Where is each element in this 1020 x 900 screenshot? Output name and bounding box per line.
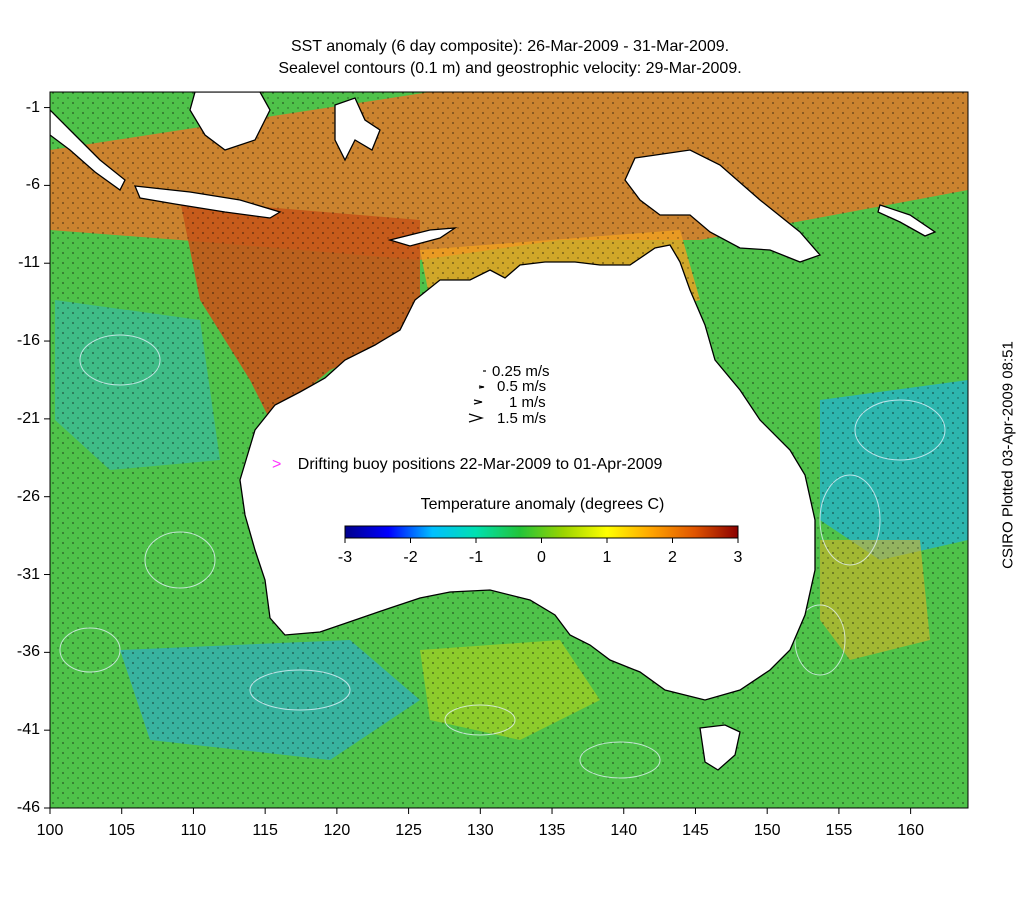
velocity-legend-arrows (468, 370, 486, 423)
buoy-marker-icon: > (272, 456, 282, 473)
x-tick-label: 130 (466, 822, 494, 839)
landmass-solomon-islands (877, 204, 937, 237)
x-tick-label: 140 (610, 822, 638, 839)
y-tick-label: -6 (25, 176, 40, 194)
x-tick-label: 160 (897, 822, 924, 839)
landmass-tasmania (699, 724, 741, 771)
plot-credit: CSIRO Plotted 03-Apr-2009 08:51 (999, 341, 1017, 569)
title-line-1: SST anomaly (6 day composite): 26-Mar-20… (290, 38, 730, 55)
colorbar-tick-label: 0 (537, 549, 546, 566)
x-tick-label: 125 (395, 822, 422, 839)
x-tick-label: 135 (538, 822, 566, 839)
plot-frame (49, 91, 969, 809)
landmass-borneo (189, 92, 271, 151)
arrow-0p5-icon (478, 385, 485, 389)
y-tick-label: -46 (16, 799, 40, 816)
sealevel-contours (59, 334, 946, 779)
landmass-java (133, 185, 282, 219)
x-tick-label: 120 (323, 822, 351, 839)
x-tick-label: 115 (252, 822, 278, 839)
arrow-1p5-icon (468, 413, 485, 423)
x-tick-label: 155 (825, 822, 853, 839)
buoy-legend-label: Drifting buoy positions 22-Mar-2009 to 0… (297, 456, 663, 473)
colorbar-tick-label: 3 (733, 549, 743, 566)
x-tick-label: 105 (108, 822, 136, 839)
landmass-new-guinea (624, 149, 822, 263)
velocity-label-1: 1 m/s (509, 394, 546, 411)
x-tick-label: 150 (753, 822, 781, 839)
arrow-1-icon (473, 399, 483, 405)
velocity-label-1p5: 1.5 m/s (497, 410, 547, 427)
colorbar-tick-label: 2 (668, 549, 677, 566)
y-tick-label: -36 (16, 643, 40, 661)
y-tick-label: -16 (16, 332, 40, 350)
x-tick-label: 110 (180, 822, 207, 839)
velocity-label-0p25: 0.25 m/s (492, 363, 550, 380)
landmass-sumatra (50, 109, 126, 191)
velocity-label-0p5: 0.5 m/s (497, 378, 547, 395)
colorbar-tick-label: -2 (403, 549, 418, 566)
landmasses (50, 92, 937, 771)
title-line-2: Sealevel contours (0.1 m) and geostrophi… (278, 60, 742, 77)
colorbar (344, 525, 739, 539)
y-tick-label: -1 (25, 98, 40, 116)
colorbar-tick-label: -1 (468, 549, 484, 566)
x-tick-label: 145 (682, 822, 709, 839)
buoy-legend: > Drifting buoy positions 22-Mar-2009 to… (272, 456, 680, 474)
colorbar-tick-label: 1 (602, 549, 612, 566)
y-tick-label: -31 (16, 565, 40, 583)
y-tick-label: -11 (18, 254, 40, 272)
y-tick-label: -21 (16, 409, 40, 427)
colorbar-tick-label: -3 (337, 549, 353, 566)
y-tick-label: -26 (16, 487, 40, 505)
colorbar-tick-marks (344, 538, 739, 543)
colorbar-title: Temperature anomaly (degrees C) (420, 496, 665, 513)
landmass-timor (387, 227, 458, 247)
y-tick-label: -41 (16, 721, 40, 739)
x-tick-label: 100 (36, 822, 64, 839)
landmass-sulawesi (334, 97, 381, 162)
landmass-australia (239, 244, 816, 701)
axis-tick-marks (44, 107, 912, 814)
